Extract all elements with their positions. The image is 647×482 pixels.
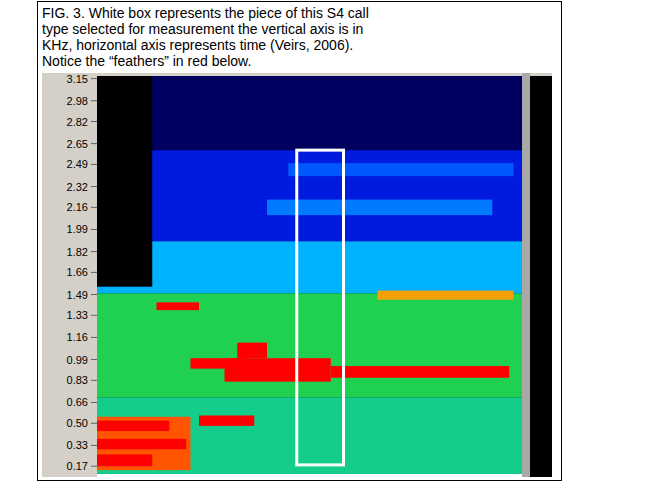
y-tick bbox=[91, 423, 97, 424]
y-tick-label: 2.16 bbox=[67, 201, 88, 213]
y-tick bbox=[91, 359, 97, 360]
y-tick bbox=[91, 186, 97, 187]
axis-panel bbox=[42, 73, 97, 477]
y-tick bbox=[91, 337, 97, 338]
background-band bbox=[97, 293, 522, 397]
y-tick bbox=[91, 100, 97, 101]
y-tick-label: 1.16 bbox=[67, 331, 88, 343]
y-tick-label: 1.33 bbox=[67, 309, 88, 321]
caption-line: KHz, horizontal axis represents time (Ve… bbox=[42, 37, 353, 53]
scroll-strip bbox=[522, 73, 530, 477]
y-tick bbox=[91, 251, 97, 252]
energy-band bbox=[97, 439, 186, 449]
background-band bbox=[97, 397, 522, 474]
energy-band bbox=[97, 76, 152, 287]
plot-ground bbox=[97, 76, 522, 474]
figure: FIG. 3. White box represents the piece o… bbox=[0, 0, 647, 482]
blank-panel bbox=[530, 76, 552, 477]
y-tick-label: 1.99 bbox=[67, 223, 88, 235]
energy-band bbox=[267, 200, 492, 216]
caption-line: FIG. 3. White box represents the piece o… bbox=[42, 5, 369, 21]
y-tick-label: 3.15 bbox=[67, 73, 88, 85]
caption-line: type selected for measurement the vertic… bbox=[42, 21, 363, 37]
y-tick bbox=[91, 402, 97, 403]
energy-band bbox=[199, 415, 254, 425]
figure-frame bbox=[38, 2, 562, 481]
y-tick-label: 0.17 bbox=[67, 460, 88, 472]
top-strip bbox=[42, 73, 552, 76]
y-tick-label: 2.32 bbox=[67, 181, 88, 193]
energy-band bbox=[378, 291, 514, 300]
y-tick bbox=[91, 272, 97, 273]
y-tick-label: 0.50 bbox=[67, 417, 88, 429]
y-tick-label: 2.49 bbox=[67, 158, 88, 170]
energy-band bbox=[97, 421, 169, 431]
energy-band bbox=[288, 163, 513, 176]
y-tick bbox=[91, 164, 97, 165]
y-tick bbox=[91, 466, 97, 467]
energy-band bbox=[97, 417, 191, 470]
spectrogram bbox=[97, 76, 522, 474]
energy-band bbox=[225, 358, 331, 381]
energy-band bbox=[237, 343, 267, 359]
y-tick bbox=[91, 229, 97, 230]
selection-box bbox=[297, 150, 344, 465]
y-tick bbox=[91, 207, 97, 208]
y-tick bbox=[91, 445, 97, 446]
energy-band bbox=[331, 366, 510, 378]
y-tick bbox=[91, 78, 97, 79]
y-tick-label: 0.99 bbox=[67, 354, 88, 366]
energy-band bbox=[157, 302, 200, 310]
y-tick-label: 1.66 bbox=[67, 266, 88, 278]
y-tick bbox=[91, 315, 97, 316]
y-tick-label: 2.82 bbox=[67, 116, 88, 128]
y-tick-label: 0.83 bbox=[67, 374, 88, 386]
energy-band bbox=[97, 454, 152, 466]
y-tick bbox=[91, 121, 97, 122]
y-tick-label: 0.33 bbox=[67, 439, 88, 451]
y-tick-label: 2.98 bbox=[67, 95, 88, 107]
y-tick bbox=[91, 143, 97, 144]
background-band bbox=[97, 76, 522, 150]
y-tick bbox=[91, 380, 97, 381]
background-band bbox=[97, 150, 522, 241]
y-tick-label: 0.66 bbox=[67, 396, 88, 408]
y-tick-label: 1.49 bbox=[67, 289, 88, 301]
y-tick bbox=[91, 294, 97, 295]
caption-line: Notice the “feathers” in red below. bbox=[42, 53, 251, 69]
background-band bbox=[97, 241, 522, 293]
y-tick-label: 1.82 bbox=[67, 246, 88, 258]
y-tick-label: 2.65 bbox=[67, 138, 88, 150]
